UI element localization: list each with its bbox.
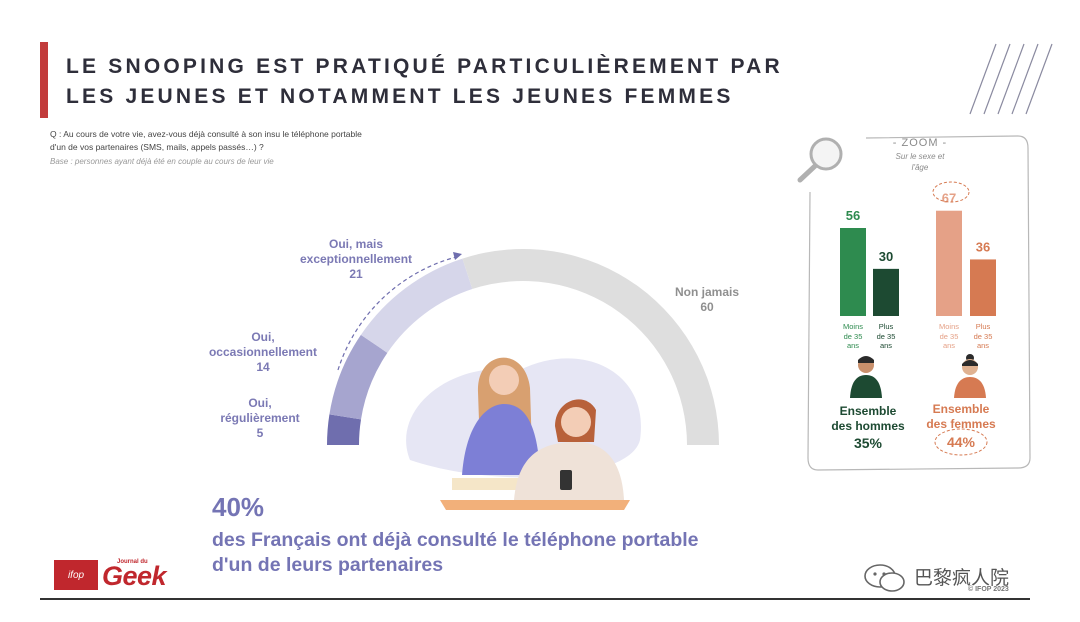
gauge-label-regulierement-line2: régulièrement [220, 411, 300, 425]
cat-label-men-older-line3: ans [879, 341, 893, 350]
group-label-men: Ensemble des hommes 35% [818, 404, 918, 451]
zoom-subtitle: Sur le sexe et l'âge [880, 151, 960, 173]
zoom-bar-value-2: 67 [942, 191, 956, 206]
cat-label-men-young-line1: Moins [842, 322, 863, 331]
cat-label-men-older-line2: de 35 [876, 331, 896, 341]
page-title-line2: LES JEUNES ET NOTAMMENT LES JEUNES FEMME… [66, 85, 734, 108]
group-value-men: 35% [853, 435, 883, 451]
zoom-bar-3 [970, 259, 996, 316]
headline-text: des Français ont déjà consulté le téléph… [212, 528, 772, 578]
gauge-label-non-jamais: Non jamais 60 [662, 285, 752, 315]
zoom-subtitle-line1: Sur le sexe et [895, 152, 945, 161]
highlight-ellipse-total [934, 428, 988, 456]
highlight-ellipse [932, 181, 970, 203]
gauge-label-exceptionnellement-line2: exceptionnellement [299, 252, 413, 266]
trend-arrow-dashed [337, 255, 461, 371]
gauge-value-exceptionnellement: 21 [349, 267, 363, 281]
gauge-label-regulierement: Oui, régulièrement 5 [205, 396, 315, 441]
survey-base: Base : personnes ayant déjà été en coupl… [50, 157, 274, 166]
cat-label-men-young-line2: de 35 [843, 331, 863, 341]
gauge-label-occasionnellement-line2: occasionnellement [208, 345, 318, 359]
gauge-label-regulierement-line1: Oui, [248, 396, 272, 410]
group-label-women: Ensemble des femmes 44% [925, 402, 997, 450]
page-title-line1: LE SNOOPING EST PRATIQUÉ PARTICULIÈREMEN… [66, 55, 783, 78]
zoom-bar-value-3: 36 [976, 239, 990, 254]
zoom-subtitle-line2: l'âge [911, 163, 929, 172]
cat-label-women-young-line2: de 35 [939, 331, 959, 341]
gauge-value-occasionnellement: 14 [256, 360, 270, 374]
couple-phone-illustration [406, 357, 641, 510]
cat-label-women-older: Plus de 35 ans [963, 322, 1003, 351]
group-label-women-line2: des femmes [926, 417, 996, 431]
headline-text-line2: d'un de leurs partenaires [212, 554, 444, 576]
gauge-label-occasionnellement: Oui, occasionnellement 14 [198, 330, 328, 375]
zoom-panel-frame [797, 135, 1031, 471]
gauge-value-regulierement: 5 [256, 426, 264, 440]
cat-label-men-young-line3: ans [846, 341, 860, 350]
headline-text-line1: des Français ont déjà consulté le téléph… [212, 529, 699, 551]
cat-label-women-older-line2: de 35 [973, 331, 993, 341]
gauge-slice-2 [360, 258, 473, 353]
zoom-bar-value-0: 56 [846, 208, 860, 223]
zoom-bar-1 [873, 268, 899, 316]
copyright-text: © IFOP 2023 [968, 586, 1009, 593]
cat-label-women-older-line1: Plus [975, 322, 991, 331]
group-label-men-line1: Ensemble [839, 404, 897, 418]
group-value-women: 44% [946, 434, 976, 450]
title-accent-bar [40, 42, 48, 118]
gauge-slice-0 [327, 414, 362, 445]
cat-label-women-young: Moins de 35 ans [929, 322, 969, 351]
gauge-label-exceptionnellement: Oui, mais exceptionnellement 21 [290, 237, 422, 282]
gauge-label-occasionnellement-line1: Oui, [251, 330, 275, 344]
gauge-label-non-jamais-line1: Non jamais [674, 285, 740, 299]
group-label-men-line2: des hommes [831, 419, 905, 433]
cat-label-men-young: Moins de 35 ans [833, 322, 873, 351]
journal-du-geek-logo-top: Journal du [117, 559, 148, 565]
magnifier-icon [809, 137, 843, 171]
gauge-slice-1 [329, 334, 388, 420]
watermark-text: 巴黎疯人院 [914, 567, 1010, 589]
cat-label-women-young-line1: Moins [938, 322, 959, 331]
gauge-label-exceptionnellement-line1: Oui, mais [328, 237, 384, 251]
group-label-women-line1: Ensemble [932, 402, 990, 416]
journal-du-geek-logo: Geek [102, 561, 167, 591]
decorative-slashes-icon [969, 43, 1053, 115]
zoom-bar-value-1: 30 [879, 249, 893, 264]
page-title: LE SNOOPING EST PRATIQUÉ PARTICULIÈREMEN… [66, 52, 786, 112]
survey-question: Q : Au cours de votre vie, avez-vous déj… [50, 128, 430, 154]
woman-avatar-icon [954, 354, 986, 398]
cat-label-women-young-line3: ans [942, 341, 956, 350]
bottom-divider [40, 598, 1030, 600]
cat-label-men-older: Plus de 35 ans [866, 322, 906, 351]
wechat-icon [864, 564, 905, 592]
zoom-bar-0 [840, 228, 866, 316]
man-avatar-icon [850, 356, 882, 398]
gauge-slice-3 [462, 249, 719, 445]
trend-arrow-head-icon [453, 252, 462, 260]
zoom-bar-2 [936, 210, 962, 316]
survey-question-line1: Q : Au cours de votre vie, avez-vous déj… [50, 129, 362, 139]
cat-label-men-older-line1: Plus [878, 322, 894, 331]
ifop-logo: ifop [54, 560, 98, 590]
headline-percentage: 40% [212, 492, 265, 522]
gauge-value-non-jamais: 60 [700, 300, 714, 314]
survey-question-line2: d'un de vos partenaires (SMS, mails, app… [50, 142, 264, 152]
zoom-title: - ZOOM - [892, 137, 948, 149]
cat-label-women-older-line3: ans [976, 341, 990, 350]
